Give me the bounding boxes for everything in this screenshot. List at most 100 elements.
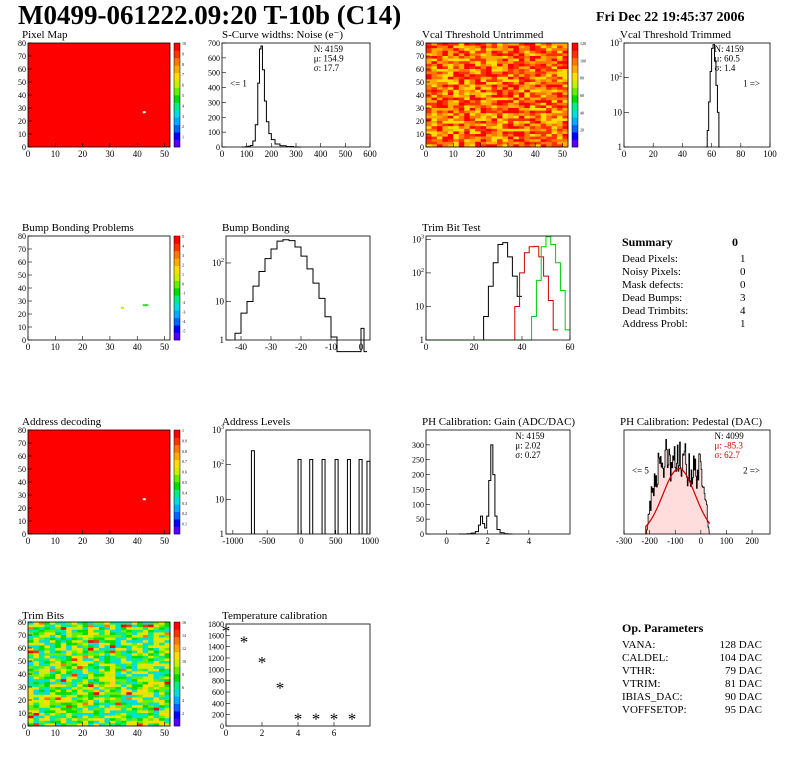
heatmap-cell xyxy=(44,694,51,698)
heatmap-cell xyxy=(120,692,127,696)
heatmap-cell xyxy=(164,668,171,672)
heatmap-cell xyxy=(469,141,476,145)
heatmap-cell xyxy=(55,648,62,651)
heatmap-cell xyxy=(33,668,40,672)
heatmap-cell xyxy=(126,710,133,714)
heatmap-cell xyxy=(513,123,520,127)
heatmap-cell xyxy=(431,79,438,83)
heatmap-cell xyxy=(507,82,514,85)
heatmap-cell xyxy=(551,58,558,62)
heatmap-cell xyxy=(159,635,165,638)
heatmap-cell xyxy=(49,674,56,677)
heatmap-cell xyxy=(137,710,143,714)
heatmap-cell xyxy=(99,632,105,636)
heatmap-cell xyxy=(529,131,536,135)
heatmap-cell xyxy=(535,58,541,62)
plot-frame xyxy=(623,429,771,535)
y-tick-label: 20 xyxy=(18,310,26,319)
heatmap-cell xyxy=(507,126,514,130)
heatmap-cell xyxy=(71,637,78,641)
heatmap-cell xyxy=(535,82,541,85)
color-scale-label: -5 xyxy=(182,329,185,334)
heatmap-cell xyxy=(153,694,160,698)
heatmap-cell xyxy=(93,676,100,680)
x-tick-label: 600 xyxy=(363,149,377,159)
color-scale-step xyxy=(572,124,578,133)
heatmap-cell xyxy=(464,71,470,75)
heatmap-cell xyxy=(431,56,438,59)
heatmap-cell xyxy=(115,723,122,727)
heatmap-cell xyxy=(137,674,143,677)
heatmap-cell xyxy=(497,48,503,52)
heatmap-cell xyxy=(475,58,481,62)
heatmap-cell xyxy=(480,105,487,109)
y-tick-label: 50 xyxy=(416,515,424,524)
heatmap-cell xyxy=(71,687,78,690)
heatmap-cell xyxy=(66,640,72,644)
heatmap-cell xyxy=(71,632,78,636)
heatmap-cell xyxy=(464,110,470,114)
heatmap-cell xyxy=(33,642,40,646)
stat-line: N: 4159 xyxy=(515,431,545,441)
heatmap-cell xyxy=(486,87,492,91)
heatmap-cell xyxy=(502,136,509,140)
heatmap-cell xyxy=(88,715,94,719)
heatmap-cell xyxy=(77,629,83,633)
op-param-value: 128 DAC xyxy=(719,639,762,651)
histogram-line xyxy=(234,239,367,353)
heatmap-cell xyxy=(431,141,438,145)
heatmap-cell xyxy=(109,694,116,698)
op-param-row: IBIAS_DAC: 90 DAC xyxy=(622,691,762,704)
heatmap-cell xyxy=(159,710,165,714)
heatmap-cell xyxy=(469,118,476,122)
heatmap-cell xyxy=(120,713,127,716)
heatmap-cell xyxy=(524,136,531,140)
heatmap-cell xyxy=(513,74,520,78)
heatmap-cell xyxy=(44,671,51,675)
heatmap-cell xyxy=(426,131,432,135)
heatmap-cell xyxy=(142,645,149,649)
x-tick-label: 0 xyxy=(359,342,364,352)
heatmap-cell xyxy=(458,50,465,54)
heatmap-cell xyxy=(513,121,520,124)
heatmap-cell xyxy=(115,648,122,651)
heatmap-cell xyxy=(491,69,498,72)
heatmap-cell xyxy=(453,105,460,109)
heatmap-cell xyxy=(458,139,465,143)
y-tick-label: 1200 xyxy=(208,654,224,663)
heatmap-cell xyxy=(562,110,569,114)
heatmap-cell xyxy=(104,629,111,633)
color-scale-step xyxy=(174,236,180,244)
heatmap-cell xyxy=(497,50,503,54)
chart-title: Vcal Threshold Trimmed xyxy=(620,29,732,41)
y-tick-label: 60 xyxy=(18,65,26,74)
x-tick-label: -300 xyxy=(616,536,633,546)
heatmap-cell xyxy=(529,82,536,85)
heatmap-cell xyxy=(71,653,78,657)
color-scale-label: 1 xyxy=(182,272,184,277)
heatmap-cell xyxy=(436,121,443,124)
heatmap-cell xyxy=(66,715,72,719)
color-scale-step xyxy=(174,124,180,133)
heatmap-cell xyxy=(49,650,56,654)
heatmap-cell xyxy=(131,697,138,701)
heatmap-cell xyxy=(164,707,171,711)
heatmap-cell xyxy=(518,102,525,106)
heatmap-cell xyxy=(557,89,563,93)
heatmap-cell xyxy=(518,48,525,52)
heatmap-cell xyxy=(535,56,541,59)
heatmap-cell xyxy=(120,653,127,657)
heatmap-cell xyxy=(469,89,476,93)
x-tick-label: 0 xyxy=(26,728,31,738)
heatmap-cell xyxy=(502,121,509,124)
heatmap-cell xyxy=(66,637,72,641)
heatmap-cell xyxy=(518,92,525,96)
heatmap-cell xyxy=(491,87,498,91)
heatmap-cell xyxy=(49,684,56,688)
heatmap-cell xyxy=(120,655,127,659)
heatmap-cell xyxy=(546,79,552,83)
heatmap-cell xyxy=(502,126,509,130)
heatmap-cell xyxy=(453,95,460,98)
heatmap-cell xyxy=(442,53,449,57)
